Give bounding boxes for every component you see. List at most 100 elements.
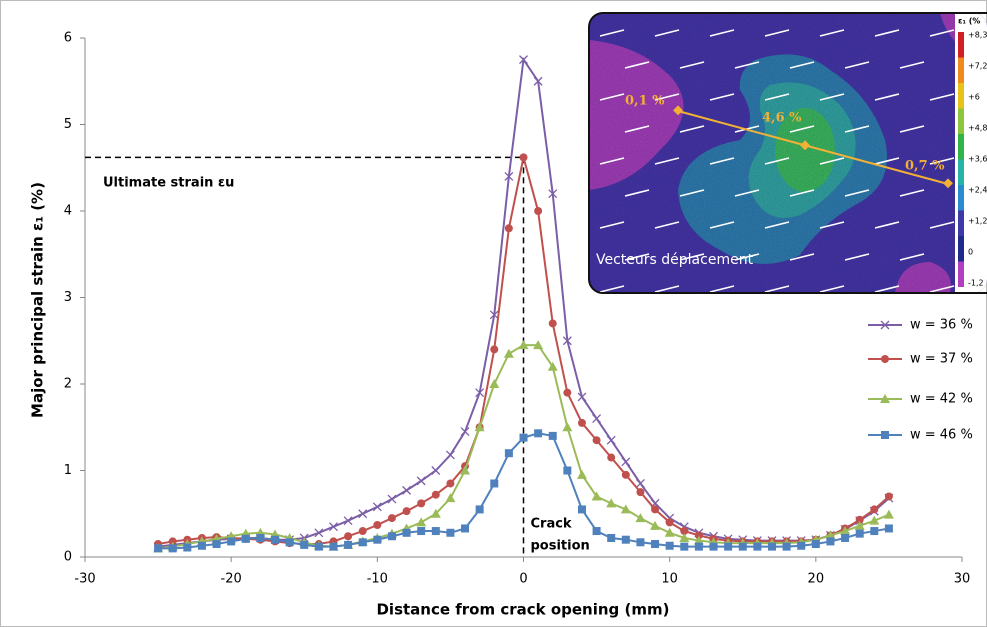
point [651,540,660,549]
point [446,479,455,488]
point [430,508,441,518]
vector-arrow [929,29,955,37]
point [402,507,411,516]
vector-arrow [654,29,680,37]
point [416,517,427,527]
profile-point [673,105,683,116]
x-axis-title: Distance from crack opening (mm) [376,601,669,619]
vector-arrow [819,285,845,293]
point [650,520,661,530]
point [490,345,499,354]
point [241,534,250,543]
point [329,522,338,532]
legend-label: w = 37 % [910,352,973,367]
vector-arrow [929,285,955,293]
point [811,540,820,549]
colorbar-band [958,57,964,83]
vector-arrow [599,157,625,165]
colorbar-title: ε₁ (% [958,17,980,26]
point [387,532,396,541]
vector-arrow [764,285,790,293]
strain-map: +8,3 +7,2 +6 +4,8 +3,6 +2,4 +1,2 0 -1,2 ε₁ (% 0,… [589,13,987,293]
point [664,527,675,537]
point [592,527,601,536]
profile-label: 4,6 % [762,111,802,126]
vector-arrow [899,61,925,69]
point [519,55,528,65]
colorbar-band [958,261,964,287]
x-tick-label: 30 [954,572,971,587]
point [651,505,660,514]
point [870,527,879,536]
point [358,538,367,547]
point [884,524,893,533]
inset-border [588,12,987,294]
point [709,542,718,551]
point [621,470,630,479]
legend-label: w = 36 % [910,318,973,333]
vector-arrow [874,157,900,165]
point [227,537,236,546]
colorbar-tick-label: +6 [968,93,980,102]
vector-arrow [599,29,625,37]
point [417,527,426,536]
x-tick-label: -30 [74,572,95,587]
point [607,533,616,542]
point [592,414,602,424]
vector-arrow [709,157,735,165]
point [563,388,572,397]
y-tick-label: 5 [64,117,72,132]
vector-arrow [819,157,845,165]
x-tick-label: -20 [221,572,242,587]
vector-arrow [679,61,705,69]
vector-arrow [874,93,900,101]
point [577,418,586,427]
point [636,538,645,547]
point [445,493,456,503]
annotation: Crack [531,517,572,532]
inset-caption: Vecteurs déplacement [596,252,754,268]
vector-arrow [764,157,790,165]
point [373,535,382,544]
point [314,542,323,551]
point [212,540,221,549]
point [271,535,280,544]
point [680,542,689,551]
colorbar-band [958,185,964,211]
vector-arrow [899,189,925,197]
point [870,505,879,514]
point [884,492,893,501]
vector-arrow [599,221,625,229]
point [577,392,587,402]
vector-arrow [734,253,760,261]
point [679,532,690,542]
colorbar-tick-label: +1,2 [968,217,987,226]
x-tick-label: 0 [519,572,527,587]
map-texture [589,13,987,293]
point [519,433,528,442]
point [490,479,499,488]
legend-label: w = 42 % [910,392,973,407]
point [621,457,631,467]
point [883,509,894,519]
point [635,479,645,488]
vector-arrow [624,189,650,197]
colorbar-band [958,236,964,262]
y-axis-title: Major principal strain ε₁ (%) [29,182,47,418]
point [548,431,557,440]
point [738,542,747,551]
point [285,538,294,547]
annotation: position [531,539,590,554]
legend-marker [881,355,889,363]
vector-arrow [624,253,650,261]
colorbar-band [958,134,964,160]
point [825,530,836,540]
vector-arrow [709,221,735,229]
y-tick-label: 6 [64,31,72,46]
point [548,319,557,328]
point [533,76,543,86]
point [344,540,353,549]
profile-point [943,178,953,189]
point [344,532,353,541]
point [621,535,630,544]
